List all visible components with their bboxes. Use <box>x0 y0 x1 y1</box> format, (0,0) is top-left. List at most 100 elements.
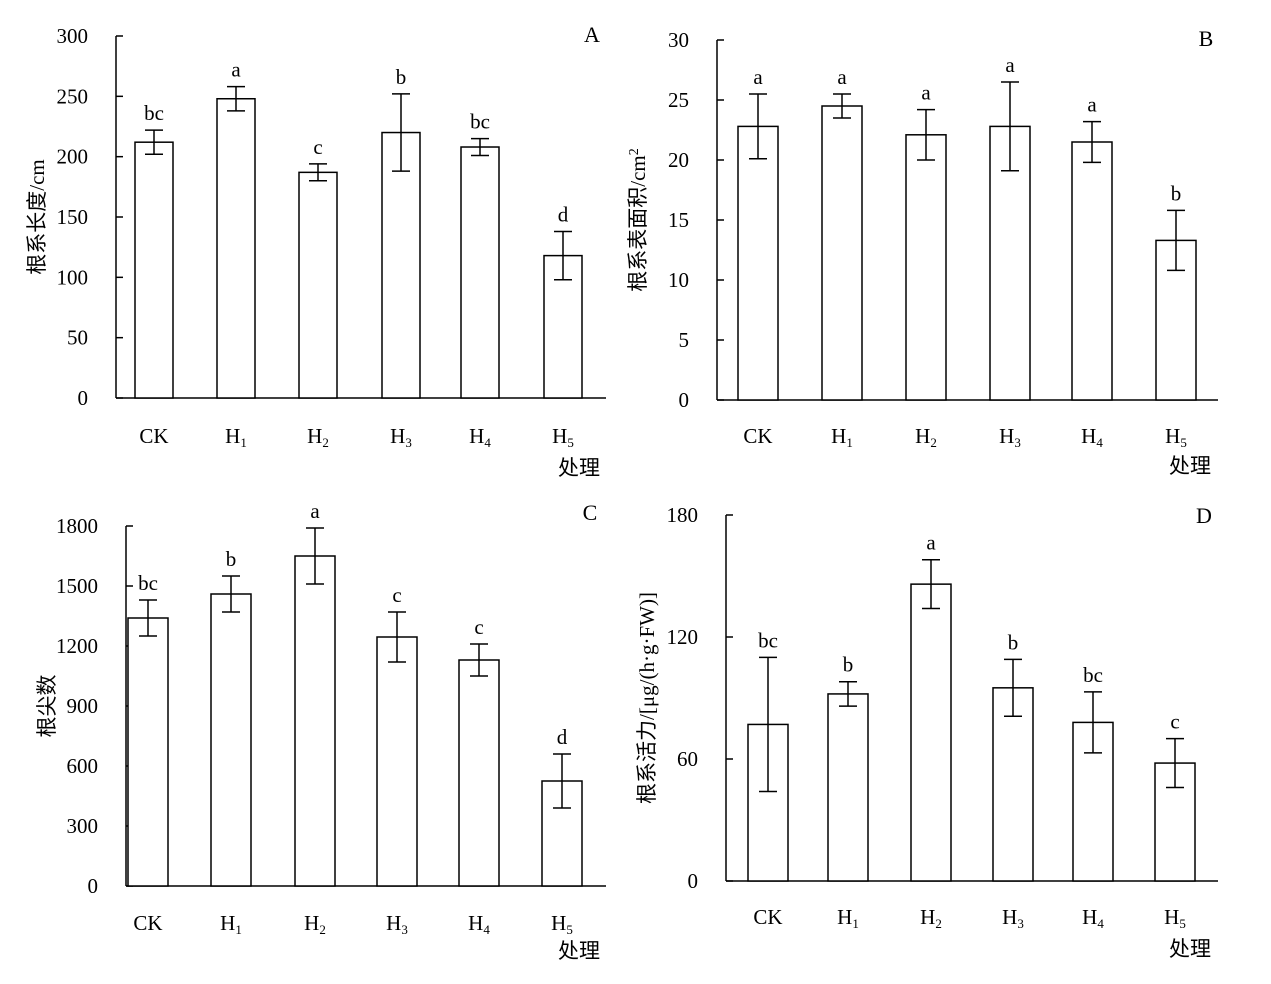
y-tick-label: 5 <box>679 328 690 352</box>
error-bar-h5 <box>1167 209 1185 272</box>
bar-h4 <box>1071 141 1113 401</box>
category-label: H5 <box>552 424 574 450</box>
category-label: H2 <box>307 424 329 450</box>
significance-label: a <box>921 81 931 105</box>
significance-label: a <box>310 499 320 523</box>
error-bar-ck <box>749 93 767 160</box>
category-label: H3 <box>386 911 408 937</box>
error-bar-h2 <box>922 558 940 610</box>
bar-h3 <box>992 687 1034 882</box>
y-tick-label: 100 <box>57 265 89 289</box>
significance-label: a <box>926 531 936 555</box>
chart-panel-b: 0 5 10 15 20 25 30 根系表面积/cm2 a CK a H1 a H2 a H3 a H4 b H5 处… <box>626 26 1218 478</box>
significance-label: b <box>843 653 854 677</box>
panel-letter: D <box>1196 503 1212 528</box>
bar-ck <box>737 125 779 401</box>
category-label: CK <box>753 905 782 929</box>
y-tick-label: 10 <box>668 268 689 292</box>
chart-panel-c: 0 300 600 900 1200 1500 1800 根尖数 bc CK b H1 a H2 c H3 c H… <box>35 499 606 963</box>
error-bar-ck <box>139 599 157 637</box>
y-tick-label: 300 <box>67 814 99 838</box>
significance-label: b <box>396 65 407 89</box>
category-label: CK <box>133 911 162 935</box>
category-label: H1 <box>831 424 853 450</box>
y-tick-label: 120 <box>667 625 699 649</box>
x-axis-label: 处理 <box>558 939 600 963</box>
error-bar-h3 <box>388 611 406 663</box>
y-tick-label: 0 <box>78 386 89 410</box>
y-axis-label: 根系表面积/cm2 <box>626 148 650 292</box>
significance-label: c <box>392 583 401 607</box>
bar-h3 <box>381 131 421 399</box>
bar-h2 <box>298 171 338 399</box>
y-tick-label: 1500 <box>56 574 98 598</box>
y-tick-label: 0 <box>688 869 699 893</box>
category-label: CK <box>139 424 168 448</box>
category-label: H3 <box>999 424 1021 450</box>
error-bar-h3 <box>1001 81 1019 172</box>
y-axis-label: 根系长度/cm <box>25 159 49 275</box>
x-axis-label: 处理 <box>1169 454 1211 478</box>
error-bar-h4 <box>470 643 488 677</box>
bar-h3 <box>989 125 1031 401</box>
category-label: H3 <box>390 424 412 450</box>
y-tick-label: 15 <box>668 208 689 232</box>
y-tick-label: 0 <box>88 874 99 898</box>
category-label: H1 <box>220 911 242 937</box>
y-tick-label: 180 <box>667 503 699 527</box>
bar-ck <box>134 141 174 399</box>
y-tick-label: 0 <box>679 388 690 412</box>
bar-h4 <box>1072 721 1114 882</box>
category-label: H2 <box>304 911 326 937</box>
chart-panel-a: 0 50 100 150 200 250 300 根系长度/cm bc CK a H1 c H2 b H3 bc… <box>25 22 606 480</box>
error-bar-h4 <box>1084 691 1102 754</box>
y-tick-label: 50 <box>67 326 88 350</box>
significance-label: bc <box>144 101 164 125</box>
y-tick-label: 20 <box>668 148 689 172</box>
error-bar-h1 <box>839 680 857 707</box>
y-tick-label: 60 <box>677 747 698 771</box>
significance-label: bc <box>758 628 778 652</box>
bar-ck <box>747 723 789 882</box>
significance-label: bc <box>1083 663 1103 687</box>
category-label: CK <box>743 424 772 448</box>
significance-label: d <box>557 725 568 749</box>
category-label: H5 <box>551 911 573 937</box>
category-label: H1 <box>837 905 859 931</box>
y-tick-label: 150 <box>57 205 89 229</box>
significance-label: a <box>1005 53 1015 77</box>
y-axis-label-superscript: 2 <box>627 148 642 155</box>
significance-label: c <box>313 135 322 159</box>
category-label: H5 <box>1164 905 1186 931</box>
y-tick-label: 600 <box>67 754 99 778</box>
y-tick-label: 200 <box>57 145 89 169</box>
error-bar-h2 <box>917 108 935 161</box>
panel-letter: C <box>583 500 598 525</box>
y-tick-label: 250 <box>57 84 89 108</box>
bar-h1 <box>216 97 256 399</box>
error-bar-h4 <box>471 137 489 157</box>
y-tick-label: 900 <box>67 694 99 718</box>
bar-h3 <box>376 636 418 887</box>
significance-label: c <box>474 615 483 639</box>
bar-h2 <box>294 555 336 887</box>
error-bar-h4 <box>1083 120 1101 164</box>
category-label: H3 <box>1002 905 1024 931</box>
y-tick-label: 300 <box>57 24 89 48</box>
error-bar-h5 <box>554 230 572 281</box>
y-axis-label: 根尖数 <box>35 675 59 738</box>
bar-h1 <box>821 105 863 401</box>
panel-letter: B <box>1199 26 1214 51</box>
bar-h2 <box>905 134 947 401</box>
significance-label: a <box>1087 93 1097 117</box>
error-bar-h5 <box>1166 737 1184 789</box>
significance-label: b <box>1008 630 1019 654</box>
significance-label: bc <box>138 571 158 595</box>
panel-letter: A <box>584 22 600 47</box>
bar-h4 <box>460 146 500 399</box>
y-tick-label: 25 <box>668 88 689 112</box>
error-bar-ck <box>759 656 777 793</box>
y-tick-label: 1800 <box>56 514 98 538</box>
significance-label: a <box>753 65 763 89</box>
